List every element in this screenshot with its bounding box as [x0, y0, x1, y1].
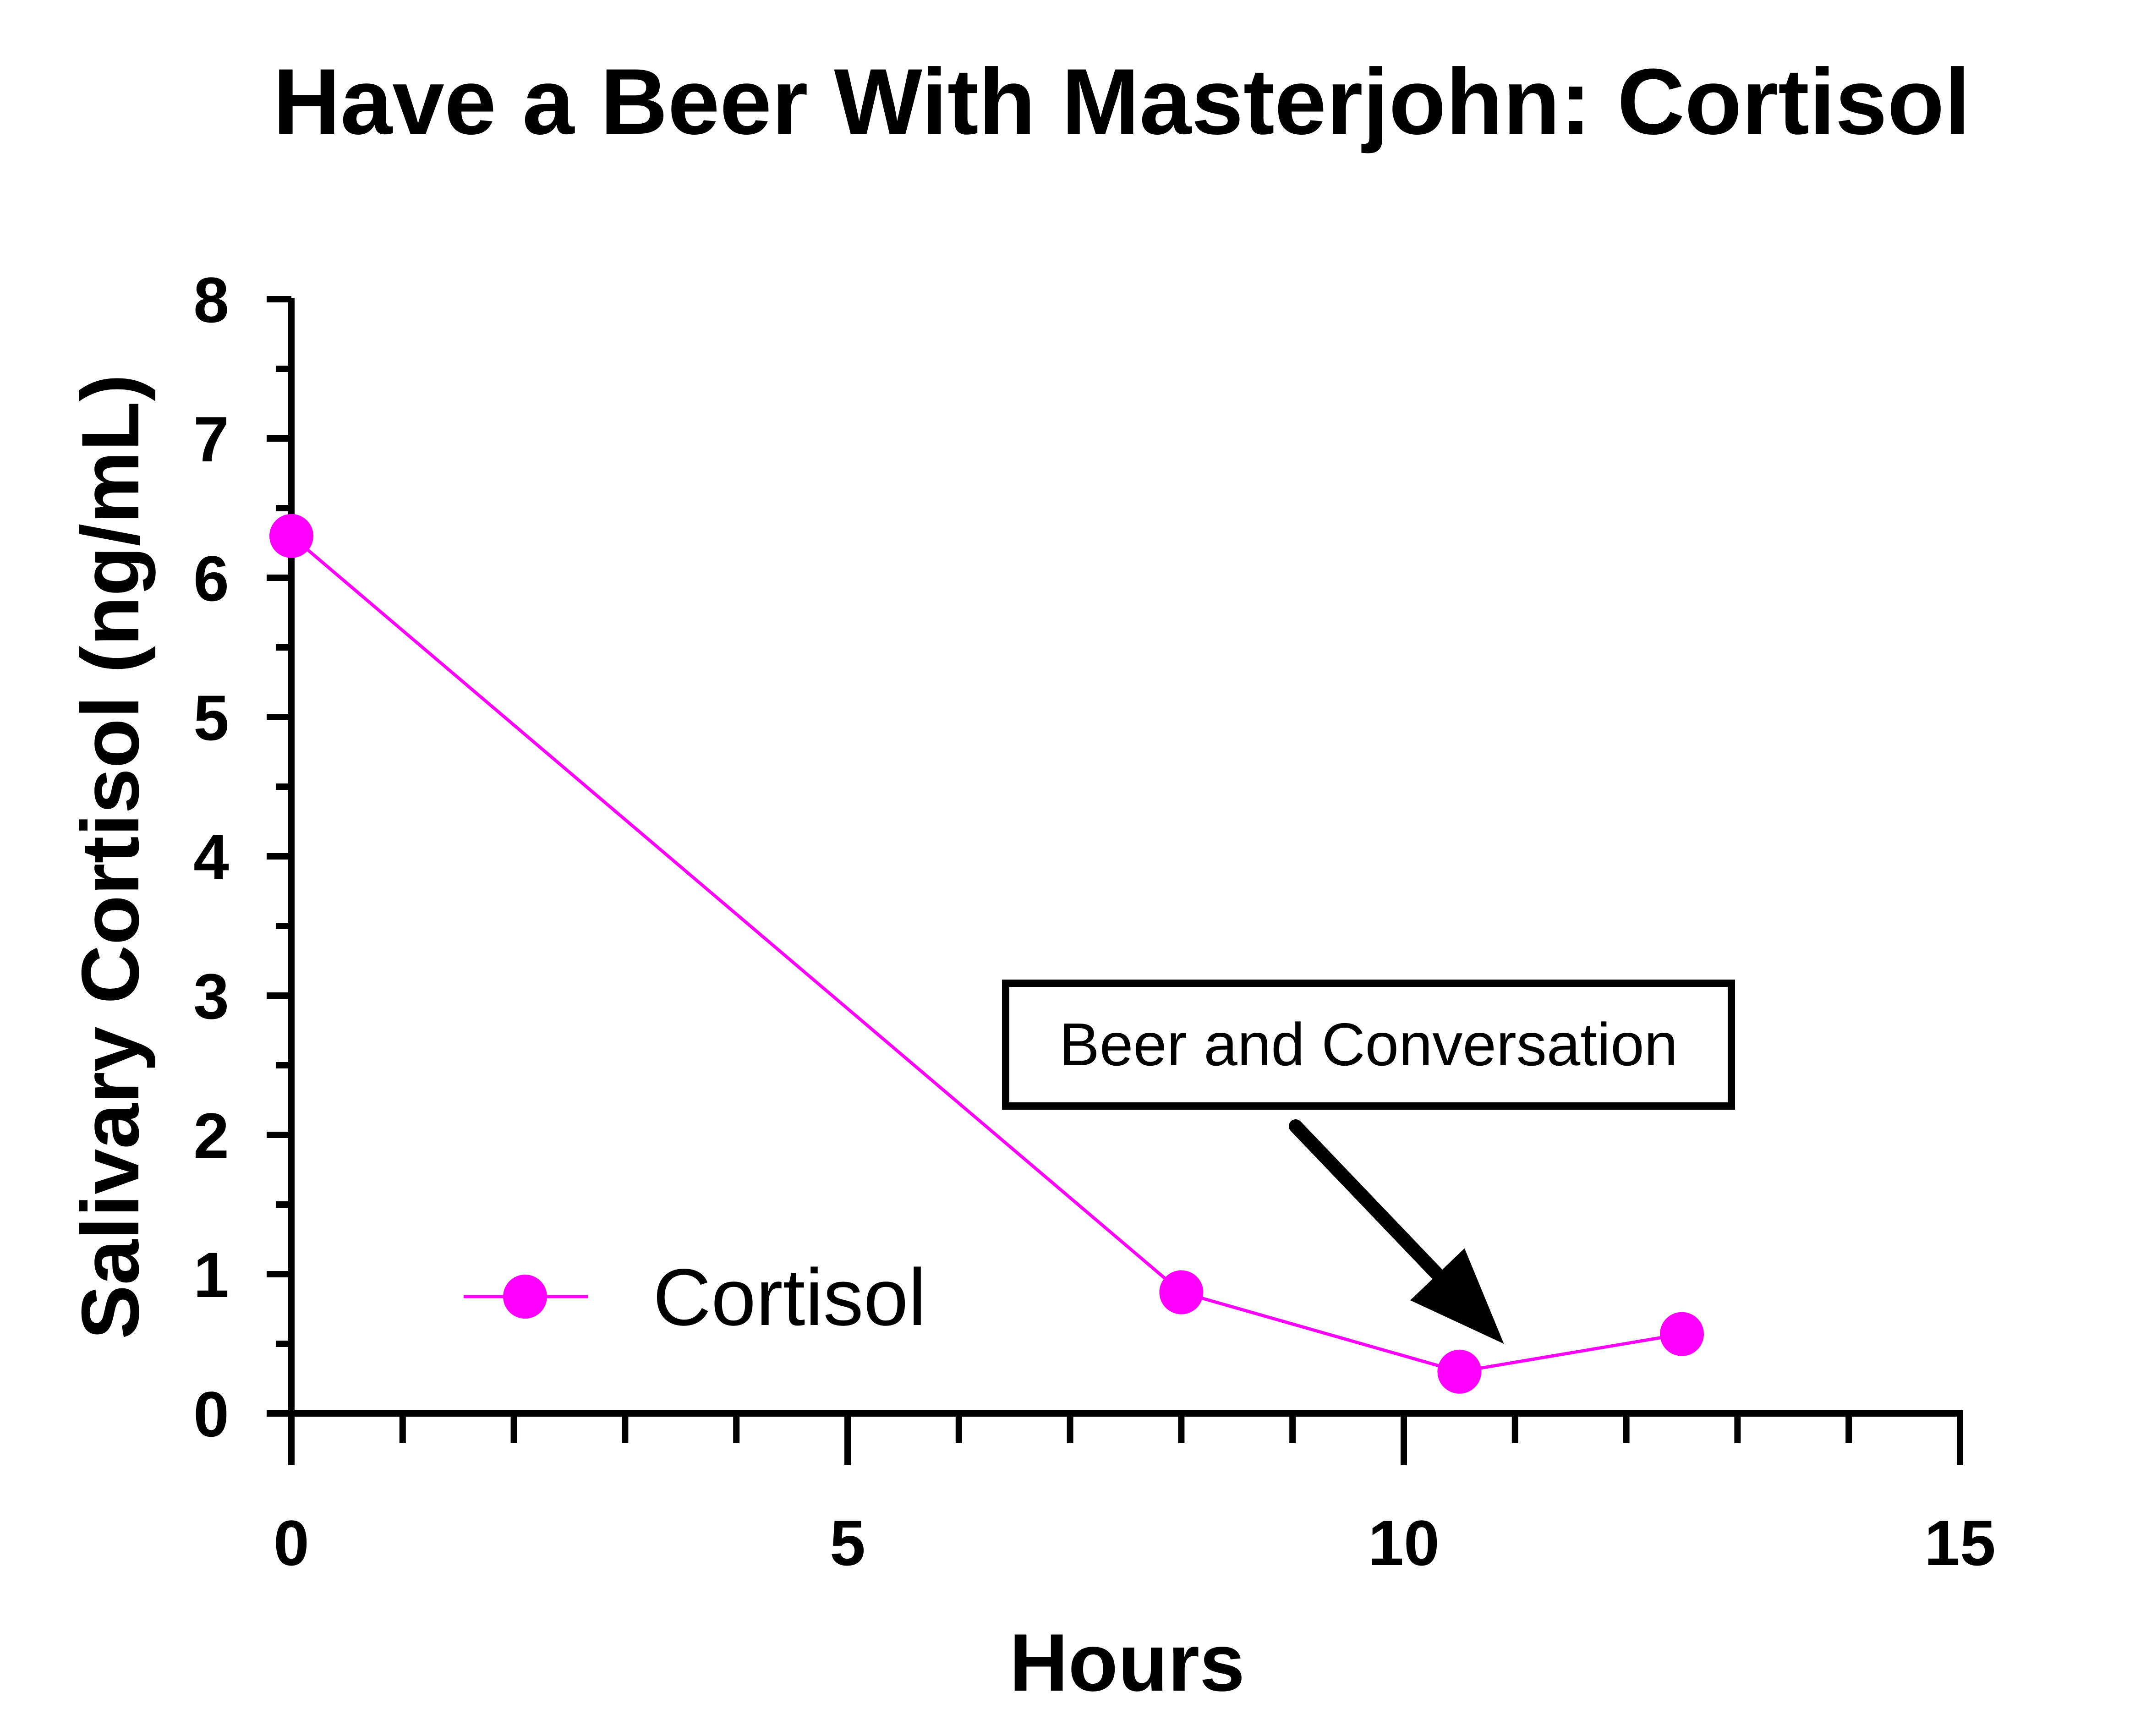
series-line: [290, 535, 1682, 1374]
y-axis-title: Salivary Cortisol (ng/mL): [65, 374, 156, 1340]
x-tick-label: 10: [1368, 1507, 1440, 1579]
y-ticks: 0 1 2 3 4 5 6 7 8: [193, 264, 291, 1450]
x-tick-label: 0: [274, 1507, 309, 1579]
y-tick-label: 6: [193, 542, 229, 614]
x-ticks: 0 5 10 15: [274, 1413, 1996, 1579]
data-point: [1660, 1312, 1704, 1356]
data-point: [1437, 1349, 1482, 1394]
y-tick-label: 1: [193, 1239, 229, 1311]
data-point: [269, 514, 313, 558]
x-tick-label: 5: [830, 1507, 865, 1579]
annotation: Beer and Conversation: [1002, 980, 1735, 1344]
legend-marker: [503, 1275, 547, 1319]
data-point: [1159, 1270, 1204, 1314]
y-tick-label: 5: [193, 682, 229, 754]
y-tick-label: 4: [193, 821, 229, 893]
series-layer: [269, 514, 1704, 1394]
chart-title: Have a Beer With Masterjohn: Cortisol: [273, 49, 1971, 154]
axes: 0 1 2 3 4 5 6 7 8 0 5 10 15: [193, 264, 1996, 1579]
x-axis-title: Hours: [1009, 1617, 1245, 1708]
annotation-box: [1002, 980, 1735, 1110]
y-tick-label: 2: [193, 1100, 229, 1172]
annotation-arrow-shaft: [1289, 1119, 1448, 1285]
annotation-arrow-head: [1410, 1248, 1504, 1344]
legend-label: Cortisol: [653, 1253, 926, 1342]
y-tick-label: 7: [193, 403, 229, 475]
y-tick-label: 3: [193, 960, 229, 1032]
annotation-label: Beer and Conversation: [1059, 1011, 1678, 1078]
y-tick-label: 0: [193, 1378, 229, 1450]
legend: Cortisol: [464, 1253, 926, 1342]
y-tick-label: 8: [193, 264, 229, 336]
x-tick-label: 15: [1924, 1507, 1996, 1579]
